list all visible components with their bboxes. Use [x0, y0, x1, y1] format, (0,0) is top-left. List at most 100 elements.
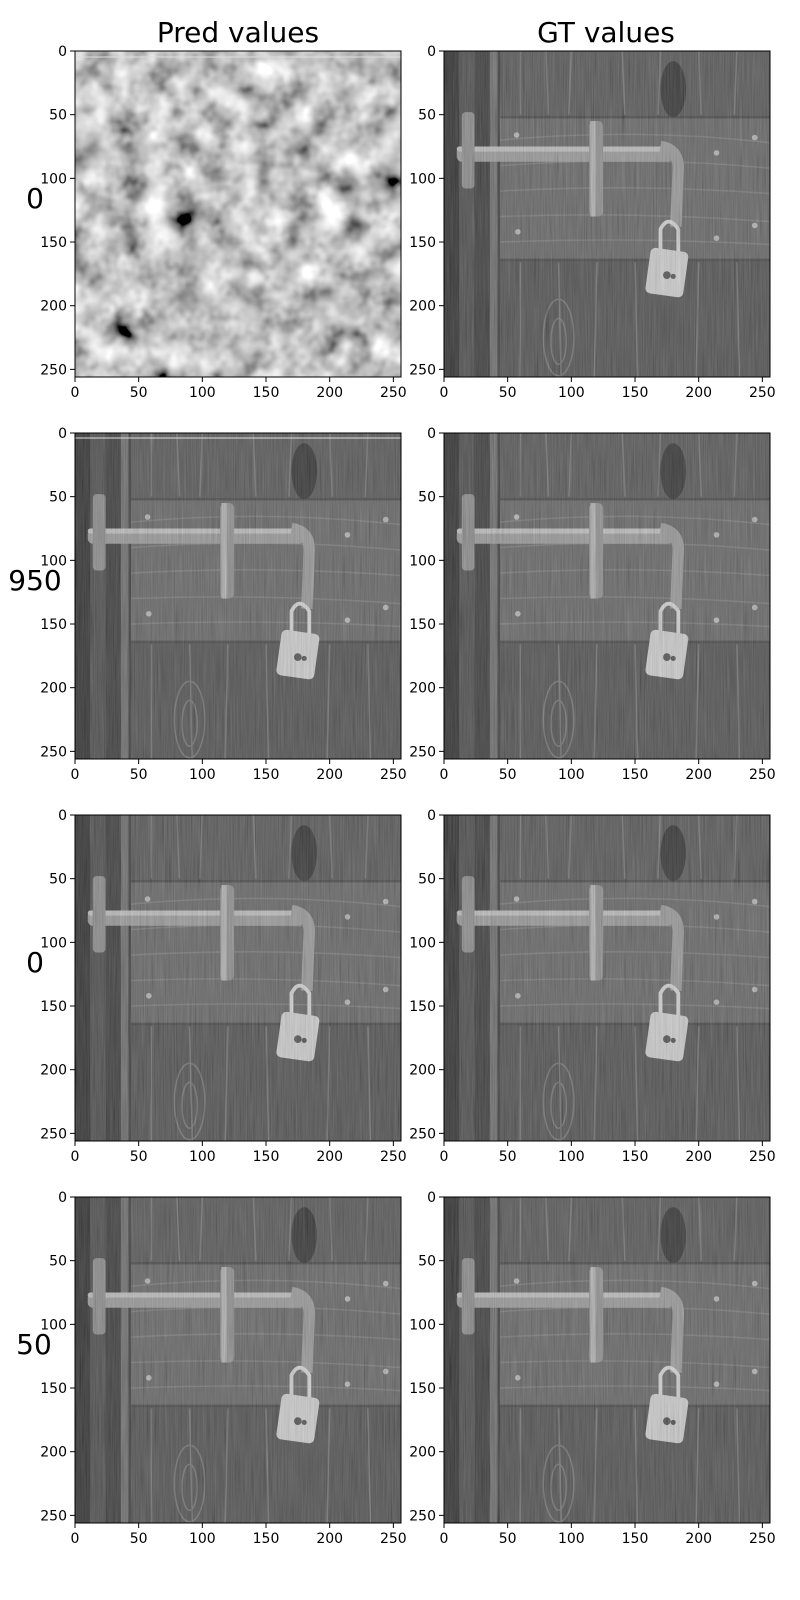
axes-frame	[74, 432, 402, 760]
x-tick-label: 200	[685, 767, 712, 783]
y-tick-label: 50	[49, 108, 67, 124]
y-tick-label: 150	[40, 617, 67, 633]
y-tick-label: 200	[409, 681, 436, 697]
x-tick-label: 250	[380, 767, 407, 783]
x-tick-label: 100	[558, 767, 585, 783]
x-tick-label: 0	[71, 767, 80, 783]
panel-image	[444, 51, 770, 377]
panel-image	[75, 433, 401, 759]
x-tick-label: 200	[685, 1149, 712, 1165]
y-tick-label: 50	[418, 490, 436, 506]
y-tick-label: 100	[40, 935, 67, 951]
x-tick-label: 250	[749, 1531, 776, 1547]
y-tick-label: 0	[58, 44, 67, 60]
x-tick-label: 100	[558, 1149, 585, 1165]
x-tick-label: 200	[316, 767, 343, 783]
axes-frame	[74, 814, 402, 1142]
panel-image	[444, 433, 770, 759]
y-tick-label: 100	[409, 935, 436, 951]
panel-image	[444, 815, 770, 1141]
row-label-0: 0	[26, 182, 44, 215]
x-tick-label: 250	[749, 385, 776, 401]
y-tick-label: 250	[409, 362, 436, 378]
x-tick-label: 200	[685, 385, 712, 401]
y-tick-label: 100	[40, 553, 67, 569]
x-tick-label: 100	[189, 385, 216, 401]
x-tick-label: 200	[316, 385, 343, 401]
y-tick-label: 150	[40, 235, 67, 251]
x-tick-label: 150	[622, 1531, 649, 1547]
x-tick-label: 0	[440, 1531, 449, 1547]
y-tick-label: 50	[49, 1254, 67, 1270]
y-tick-label: 150	[40, 999, 67, 1015]
row-label-1: 950	[8, 564, 61, 597]
x-tick-label: 0	[71, 385, 80, 401]
panel-image	[75, 1197, 401, 1523]
y-tick-label: 50	[418, 872, 436, 888]
y-tick-label: 200	[409, 1445, 436, 1461]
y-tick-label: 50	[418, 1254, 436, 1270]
panel-image	[75, 51, 401, 377]
x-tick-label: 50	[499, 385, 517, 401]
x-tick-label: 200	[316, 1531, 343, 1547]
y-tick-label: 200	[40, 681, 67, 697]
x-tick-label: 100	[189, 1149, 216, 1165]
axes-frame	[443, 814, 771, 1142]
x-tick-label: 250	[380, 385, 407, 401]
x-tick-label: 0	[71, 1531, 80, 1547]
x-tick-label: 150	[622, 767, 649, 783]
y-tick-label: 200	[40, 1445, 67, 1461]
row-label-2: 0	[26, 946, 44, 979]
row-label-3: 50	[16, 1328, 52, 1361]
column-title-pred: Pred values	[157, 16, 319, 49]
y-tick-label: 50	[49, 872, 67, 888]
y-tick-label: 250	[409, 1508, 436, 1524]
x-tick-label: 0	[440, 767, 449, 783]
x-tick-label: 200	[316, 1149, 343, 1165]
y-tick-label: 100	[409, 553, 436, 569]
x-tick-label: 200	[685, 1531, 712, 1547]
x-tick-label: 150	[253, 385, 280, 401]
y-tick-label: 250	[409, 1126, 436, 1142]
y-tick-label: 0	[427, 1190, 436, 1206]
x-tick-label: 250	[749, 1149, 776, 1165]
x-tick-label: 250	[749, 767, 776, 783]
y-tick-label: 100	[40, 1317, 67, 1333]
x-tick-label: 100	[189, 767, 216, 783]
x-tick-label: 250	[380, 1531, 407, 1547]
column-title-gt: GT values	[537, 16, 675, 49]
y-tick-label: 250	[409, 744, 436, 760]
axes-frame	[74, 1196, 402, 1524]
y-tick-label: 150	[409, 617, 436, 633]
axes-frame	[74, 50, 402, 378]
x-tick-label: 50	[499, 1531, 517, 1547]
y-tick-label: 100	[40, 171, 67, 187]
panel-image	[444, 1197, 770, 1523]
y-tick-label: 0	[427, 808, 436, 824]
y-tick-label: 50	[418, 108, 436, 124]
panel-image	[75, 815, 401, 1141]
y-tick-label: 150	[40, 1381, 67, 1397]
x-tick-label: 0	[71, 1149, 80, 1165]
x-tick-label: 150	[253, 1149, 280, 1165]
y-tick-label: 200	[409, 1063, 436, 1079]
x-tick-label: 100	[189, 1531, 216, 1547]
x-tick-label: 150	[622, 385, 649, 401]
x-tick-label: 100	[558, 1531, 585, 1547]
x-tick-label: 50	[130, 767, 148, 783]
y-tick-label: 50	[49, 490, 67, 506]
y-tick-label: 250	[40, 1126, 67, 1142]
y-tick-label: 250	[40, 362, 67, 378]
axes-frame	[443, 50, 771, 378]
y-tick-label: 150	[409, 235, 436, 251]
x-tick-label: 250	[380, 1149, 407, 1165]
x-tick-label: 0	[440, 385, 449, 401]
